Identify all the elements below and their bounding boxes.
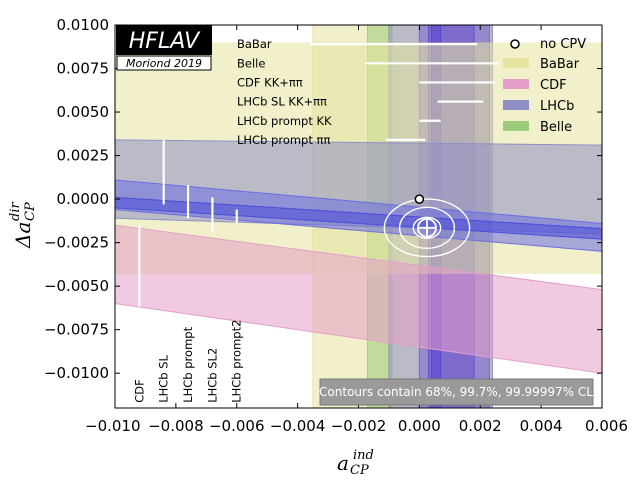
contour-99-7 bbox=[398, 206, 456, 250]
legend-swatch-belle bbox=[503, 121, 529, 131]
y-tick-label: 0.0025 bbox=[57, 147, 110, 165]
x-tick-label: −0.002 bbox=[331, 417, 387, 435]
legend-label-lhcb: LHCb bbox=[540, 99, 574, 114]
measurement-label-lhcb-prompt-kk: LHCb prompt KK bbox=[237, 114, 332, 128]
x-tick-label: −0.006 bbox=[209, 417, 265, 435]
band-cdf-7 bbox=[115, 224, 602, 374]
legend-swatch-babar bbox=[503, 58, 529, 68]
vertical-label-lhcb-sl: LHCb SL bbox=[157, 354, 171, 402]
no-cpv-point bbox=[414, 194, 425, 204]
legend-label-babar: BaBar bbox=[540, 57, 580, 72]
vertical-label-lhcb-sl2: LHCb SL2 bbox=[205, 348, 219, 403]
legend-swatch-cdf bbox=[503, 79, 529, 89]
vertical-label-lhcb-prompt2: LHCb prompt2 bbox=[230, 320, 244, 403]
y-axis-label-sub: CP bbox=[23, 202, 38, 221]
ticks-layer: −0.010 −0.008 −0.006 −0.004 −0.002 0.000 0.002… bbox=[44, 16, 628, 435]
band-lhcb-10 bbox=[115, 196, 602, 240]
y-axis-label: Δa dir CP bbox=[8, 202, 38, 249]
best-fit-marker bbox=[417, 217, 437, 238]
y-tick-label: 0.0000 bbox=[57, 190, 110, 208]
legend-swatch-lhcb bbox=[503, 100, 529, 110]
x-axis-label-sup: ind bbox=[353, 448, 374, 463]
annotation-layer: BaBar Belle CDF KK+ππ LHCb SL KK+ππ LHCb pro… bbox=[132, 37, 471, 403]
y-tick-label: 0.0075 bbox=[57, 60, 110, 78]
y-tick-label: −0.0075 bbox=[44, 321, 109, 339]
y-tick-label: 0.0050 bbox=[57, 103, 110, 121]
vertical-label-lhcb-prompt: LHCb prompt bbox=[181, 326, 195, 402]
x-axis-label-main: a bbox=[337, 451, 349, 475]
measurement-label-lhcb-prompt: LHCb prompt ππ bbox=[237, 133, 330, 147]
y-tick-label: −0.0050 bbox=[44, 277, 109, 295]
y-axis-label-sup: dir bbox=[8, 202, 23, 221]
y-tick-label: 0.0100 bbox=[57, 16, 110, 34]
x-tick-label: 0.000 bbox=[398, 417, 441, 435]
legend-label-belle: Belle bbox=[540, 120, 572, 135]
x-tick-label: −0.004 bbox=[270, 417, 326, 435]
x-tick-label: 0.002 bbox=[459, 417, 502, 435]
logo-box bbox=[116, 25, 212, 55]
measurement-label-lhcb-sl-kk: LHCb SL KK+ππ bbox=[237, 95, 327, 109]
error-bars-layer bbox=[138, 43, 499, 308]
logo-subtitle-box bbox=[116, 55, 212, 71]
y-tick-label: −0.0100 bbox=[44, 364, 109, 382]
x-tick-label: −0.008 bbox=[148, 417, 204, 435]
measurement-label-belle: Belle bbox=[237, 56, 265, 70]
x-tick-label: 0.006 bbox=[585, 417, 628, 435]
y-axis-label-main: Δa bbox=[11, 222, 35, 249]
measurement-label-cdf-kk: CDF KK+ππ bbox=[237, 75, 303, 89]
x-tick-label: 0.004 bbox=[520, 417, 563, 435]
contour-note-text: Contours contain 68%, 99.7%, 99.99997% C… bbox=[319, 385, 593, 399]
legend-no-cpv-marker bbox=[510, 39, 520, 49]
measurement-label-babar: BaBar bbox=[237, 37, 272, 51]
y-tick-label: −0.0025 bbox=[44, 234, 109, 252]
x-tick-label: −0.010 bbox=[85, 417, 141, 435]
logo-subtitle: Moriond 2019 bbox=[126, 57, 202, 70]
x-axis-label-sub: CP bbox=[350, 463, 369, 478]
vertical-label-cdf: CDF bbox=[132, 379, 146, 403]
legend-label-cdf: CDF bbox=[540, 78, 567, 93]
contour-note: Contours contain 68%, 99.7%, 99.99997% C… bbox=[319, 378, 594, 406]
logo-title: HFLAV bbox=[129, 29, 201, 54]
x-axis-label: a ind CP bbox=[337, 448, 374, 478]
hflav-logo: HFLAV Moriond 2019 bbox=[116, 25, 212, 71]
contour-note-box bbox=[319, 378, 594, 406]
contour-99-99997 bbox=[383, 198, 471, 258]
legend: no CPV BaBar CDF LHCb Belle bbox=[503, 37, 586, 135]
contour-68 bbox=[412, 216, 442, 239]
legend-label-no-cpv: no CPV bbox=[540, 37, 586, 52]
